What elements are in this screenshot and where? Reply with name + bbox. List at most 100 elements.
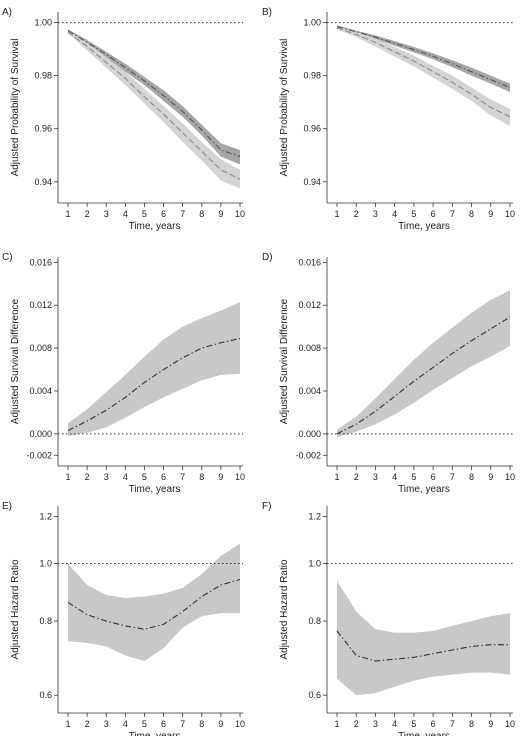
x-tick-label: 10 <box>505 719 515 729</box>
x-tick-label: 5 <box>142 472 147 482</box>
x-axis-title: Time, years <box>398 221 450 232</box>
series-line-2 <box>67 31 241 180</box>
x-tick-label: 2 <box>354 472 359 482</box>
x-tick-label: 7 <box>180 719 185 729</box>
x-tick-label: 3 <box>104 472 109 482</box>
x-tick-label: 8 <box>199 719 204 729</box>
y-tick-label: 0.96 <box>303 124 321 134</box>
panel-letter: F) <box>262 501 271 512</box>
x-tick-label: 4 <box>123 209 128 219</box>
x-tick-label: 1 <box>334 209 339 219</box>
x-tick-label: 5 <box>142 719 147 729</box>
x-tick-label: 8 <box>469 719 474 729</box>
x-tick-label: 2 <box>85 472 90 482</box>
series-line-1 <box>336 316 511 435</box>
x-axis-title: Time, years <box>129 731 181 736</box>
x-tick-label: 6 <box>431 719 436 729</box>
x-tick-label: 6 <box>161 472 166 482</box>
y-tick-label: 0.6 <box>39 690 52 700</box>
y-tick-label: 1.2 <box>308 512 321 522</box>
x-tick-label: 9 <box>218 719 223 729</box>
panel-b: B) 0.94 0.96 0.98 1.00 1 2 3 4 5 6 7 8 9 10 Time, years… <box>262 7 515 232</box>
x-axis-title: Time, years <box>129 221 181 232</box>
x-tick-label: 1 <box>334 472 339 482</box>
x-tick-label: 9 <box>218 472 223 482</box>
y-tick-label: 1.2 <box>39 512 52 522</box>
x-tick-label: 3 <box>373 719 378 729</box>
series-line-1 <box>67 337 241 432</box>
x-axis-title: Time, years <box>129 484 181 495</box>
x-tick-label: 9 <box>488 719 493 729</box>
x-tick-label: 6 <box>161 209 166 219</box>
x-axis-title: Time, years <box>398 731 450 736</box>
x-tick-label: 4 <box>123 472 128 482</box>
series-line-1 <box>67 30 241 158</box>
y-tick-label: 0.8 <box>308 616 321 626</box>
x-tick-label: 7 <box>180 472 185 482</box>
y-tick-label: 0.016 <box>29 257 52 267</box>
x-tick-label: 6 <box>431 209 436 219</box>
panel-f: F) 0.6 0.8 1.0 1.2 1 2 3 4 5 6 7 8 9 10 Time, years Adju… <box>262 501 515 736</box>
y-tick-label: 0.008 <box>298 343 321 353</box>
y-tick-label: 0.96 <box>34 124 52 134</box>
x-tick-label: 8 <box>469 209 474 219</box>
confidence-band-1 <box>337 290 510 438</box>
x-tick-label: 8 <box>199 209 204 219</box>
y-tick-label: 0.94 <box>34 177 52 187</box>
y-axis-title: Adjusted Hazard Ratio <box>279 559 290 659</box>
x-tick-label: 5 <box>142 209 147 219</box>
y-tick-label: 1.0 <box>39 559 52 569</box>
y-tick-label: 0.000 <box>298 429 321 439</box>
y-tick-label: 0.6 <box>308 690 321 700</box>
y-axis-title: Adjusted Probability of Survival <box>279 39 290 177</box>
x-tick-label: 9 <box>218 209 223 219</box>
y-tick-label: 0.012 <box>29 300 52 310</box>
y-axis-title: Adjusted Hazard Ratio <box>10 559 21 659</box>
x-tick-label: 3 <box>104 719 109 729</box>
x-tick-label: 2 <box>354 209 359 219</box>
panel-e: E) 0.6 0.8 1.0 1.2 1 2 3 4 5 6 7 8 9 10 Time, years Adju… <box>2 501 245 736</box>
y-axis-title: Adjusted Survival Difference <box>10 298 21 424</box>
x-tick-label: 4 <box>392 472 397 482</box>
x-tick-label: 3 <box>373 472 378 482</box>
y-tick-label: 0.8 <box>39 616 52 626</box>
x-tick-label: 10 <box>235 209 245 219</box>
x-tick-label: 3 <box>373 209 378 219</box>
y-tick-label: -0.002 <box>295 450 321 460</box>
x-tick-label: 10 <box>505 472 515 482</box>
y-tick-label: 0.98 <box>303 71 321 81</box>
y-axis-title: Adjusted Probability of Survival <box>10 39 21 177</box>
x-tick-label: 5 <box>411 209 416 219</box>
y-tick-label: -0.002 <box>26 450 52 460</box>
series-line-1 <box>67 578 241 630</box>
panel-letter: B) <box>262 7 272 18</box>
x-tick-label: 1 <box>65 209 70 219</box>
x-tick-label: 9 <box>488 209 493 219</box>
x-tick-label: 4 <box>123 719 128 729</box>
y-tick-label: 0.98 <box>34 71 52 81</box>
x-tick-label: 3 <box>104 209 109 219</box>
x-tick-label: 7 <box>450 209 455 219</box>
x-tick-label: 1 <box>65 719 70 729</box>
panel-letter: C) <box>2 252 13 263</box>
x-tick-label: 1 <box>334 719 339 729</box>
confidence-band-1 <box>68 543 240 662</box>
panel-c: C) -0.002 0.000 0.004 0.008 0.012 0.016 1 2 3 4 5 6 7… <box>2 252 245 495</box>
series-line-1 <box>336 630 510 662</box>
x-tick-label: 1 <box>65 472 70 482</box>
panel-letter: D) <box>262 252 273 263</box>
confidence-band-1 <box>68 302 240 436</box>
x-tick-label: 2 <box>85 209 90 219</box>
confidence-band-2 <box>337 26 510 127</box>
x-tick-label: 8 <box>199 472 204 482</box>
y-tick-label: 1.0 <box>308 559 321 569</box>
panel-a: A) 0.94 0.96 0.98 1.00 1 2 3 4 5 6 7 8 9 10 Time, years… <box>2 7 245 232</box>
y-tick-label: 0.94 <box>303 177 321 187</box>
series-line-1 <box>336 26 511 89</box>
y-axis-title: Adjusted Survival Difference <box>279 298 290 424</box>
series-line-2 <box>336 27 511 118</box>
x-tick-label: 4 <box>392 209 397 219</box>
y-tick-label: 0.016 <box>298 257 321 267</box>
y-tick-label: 0.000 <box>29 429 52 439</box>
x-tick-label: 8 <box>469 472 474 482</box>
